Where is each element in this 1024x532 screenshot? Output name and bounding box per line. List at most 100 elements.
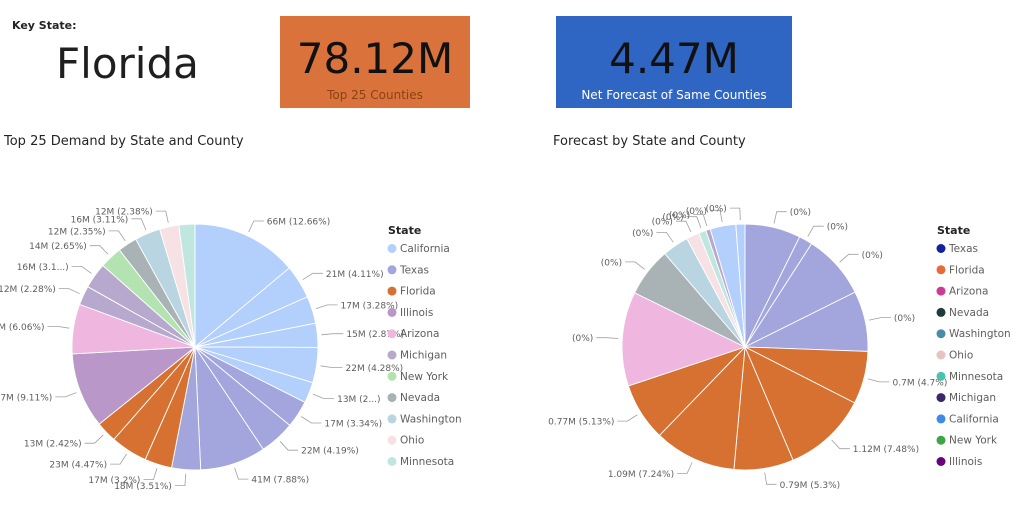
forecast-legend-item-minnesota[interactable]: Minnesota <box>949 371 1003 383</box>
demand-leader-line <box>312 393 335 400</box>
demand-data-label: 47M (9.11%) <box>0 393 52 403</box>
demand-data-label: 41M (7.88%) <box>251 476 309 486</box>
demand-legend-item-illinois[interactable]: Illinois <box>400 307 433 319</box>
demand-data-label: 21M (4.11%) <box>326 270 384 280</box>
forecast-legend-swatch <box>936 265 946 275</box>
forecast-legend-item-arizona[interactable]: Arizona <box>949 286 988 298</box>
demand-leader-line <box>320 365 343 369</box>
forecast-leader-line <box>773 211 787 224</box>
demand-legend-swatch <box>387 457 397 466</box>
demand-legend-item-minnesota[interactable]: Minnesota <box>400 456 454 468</box>
forecast-data-label: (0%) <box>669 211 690 221</box>
forecast-card-label: Net Forecast of Same Counties <box>581 88 767 102</box>
demand-data-label: 12M (2.38%) <box>95 208 153 218</box>
demand-slice-california[interactable] <box>194 223 290 348</box>
demand-legend-item-michigan[interactable]: Michigan <box>400 350 447 362</box>
demand-data-label: 16M (3.1...) <box>17 263 69 273</box>
forecast-data-label: 0.77M (5.13%) <box>548 418 614 428</box>
forecast-legend-swatch <box>936 244 946 253</box>
forecast-card-value: 4.47M <box>609 34 739 83</box>
forecast-leader-line <box>807 225 824 237</box>
demand-data-label: 31M (6.06%) <box>0 323 45 333</box>
forecast-legend-item-illinois[interactable]: Illinois <box>949 456 982 468</box>
demand-leader-line <box>55 392 77 398</box>
forecast-legend-item-new-york[interactable]: New York <box>949 435 998 447</box>
demand-legend-swatch <box>387 435 397 445</box>
demand-legend-item-texas[interactable]: Texas <box>399 264 429 276</box>
demand-leader-line <box>143 468 158 481</box>
forecast-leader-line <box>656 232 674 243</box>
demand-legend-swatch <box>387 329 397 339</box>
demand-data-label: 13M (2...) <box>337 395 380 405</box>
demand-leader-line <box>110 453 127 465</box>
demand-data-label: 22M (4.19%) <box>301 447 359 457</box>
demand-chart-title: Top 25 Demand by State and County <box>4 134 244 149</box>
forecast-slice-arizona[interactable] <box>621 292 747 387</box>
demand-data-label: 17M (3.34%) <box>324 420 382 430</box>
forecast-legend-item-california[interactable]: California <box>949 413 999 425</box>
forecast-legend-swatch <box>936 286 946 296</box>
demand-data-label: 16M (3.11%) <box>71 215 129 225</box>
forecast-legend-swatch <box>936 414 946 424</box>
demand-data-label: 18M (3.51%) <box>114 482 172 492</box>
forecast-slice-florida[interactable] <box>744 346 856 461</box>
demand-legend-item-ohio[interactable]: Ohio <box>400 435 424 447</box>
forecast-data-label: (0%) <box>662 213 683 223</box>
demand-legend-item-arizona[interactable]: Arizona <box>400 328 439 340</box>
forecast-legend-swatch <box>936 371 946 381</box>
forecast-leader-line <box>764 472 777 485</box>
forecast-legend-item-michigan[interactable]: Michigan <box>949 392 996 404</box>
demand-legend-item-florida[interactable]: Florida <box>400 286 436 298</box>
forecast-legend-swatch <box>936 329 946 339</box>
demand-leader-line <box>279 441 299 451</box>
forecast-leader-line <box>729 207 741 221</box>
demand-leader-line <box>321 333 344 336</box>
demand-data-label: 17M (3.28%) <box>341 301 399 311</box>
demand-card[interactable]: 78.12M Top 25 Counties <box>280 16 470 108</box>
forecast-data-label: (0%) <box>705 205 726 215</box>
demand-leader-line <box>301 416 322 424</box>
forecast-legend-swatch <box>936 307 946 317</box>
demand-legend-swatch <box>387 265 397 275</box>
key-state-label: Key State: <box>12 19 77 32</box>
demand-legend-swatch <box>387 286 397 296</box>
demand-legend-item-nevada[interactable]: Nevada <box>400 392 440 404</box>
demand-leader-line <box>131 218 147 231</box>
forecast-legend-item-texas[interactable]: Texas <box>948 243 978 255</box>
demand-legend-title: State <box>388 224 421 237</box>
demand-leader-line <box>174 473 187 487</box>
demand-slice-minnesota[interactable] <box>178 223 196 348</box>
demand-data-label: 12M (2.28%) <box>0 285 56 295</box>
forecast-pie-chart[interactable]: (0%)(0%)(0%)(0%)0.7M (4.7%)1.12M (7.48%)… <box>540 150 1024 532</box>
forecast-legend-item-washington[interactable]: Washington <box>949 328 1011 340</box>
demand-data-label: 12M (2.35%) <box>48 227 106 237</box>
demand-legend-item-washington[interactable]: Washington <box>400 413 462 425</box>
forecast-leader-line <box>686 216 702 229</box>
demand-legend-swatch <box>387 244 397 253</box>
forecast-data-label: 0.7M (4.7%) <box>893 378 948 388</box>
forecast-data-label: (0%) <box>632 229 653 239</box>
forecast-slice-florida[interactable] <box>658 345 746 470</box>
forecast-legend-item-florida[interactable]: Florida <box>949 264 985 276</box>
demand-legend-swatch <box>387 350 397 360</box>
forecast-card[interactable]: 4.47M Net Forecast of Same Counties <box>556 16 792 108</box>
key-state-value: Florida <box>56 39 199 88</box>
forecast-leader-line <box>675 220 692 233</box>
forecast-data-label: (0%) <box>827 223 848 233</box>
forecast-legend-item-ohio[interactable]: Ohio <box>949 350 973 362</box>
demand-slice-illinois[interactable] <box>71 346 197 425</box>
forecast-legend-item-nevada[interactable]: Nevada <box>949 307 989 319</box>
demand-legend-item-california[interactable]: California <box>400 243 450 255</box>
forecast-data-label: 0.79M (5.3%) <box>780 481 841 491</box>
demand-data-label: 15M (2.87%) <box>346 330 404 340</box>
demand-leader-line <box>155 210 169 223</box>
forecast-data-label: (0%) <box>652 218 673 228</box>
forecast-leader-line <box>596 337 619 339</box>
forecast-data-label: (0%) <box>572 334 593 344</box>
demand-data-label: 14M (2.65%) <box>29 242 87 252</box>
demand-pie-chart[interactable]: 66M (12.66%) 21M (4.11%) 17M (3.28%) 15M (2… <box>0 150 540 532</box>
forecast-data-label: 1.12M (7.48%) <box>853 445 919 455</box>
forecast-leader-line <box>617 414 638 422</box>
demand-legend-item-new-york[interactable]: New York <box>400 371 449 383</box>
forecast-slice-california[interactable] <box>735 223 746 348</box>
